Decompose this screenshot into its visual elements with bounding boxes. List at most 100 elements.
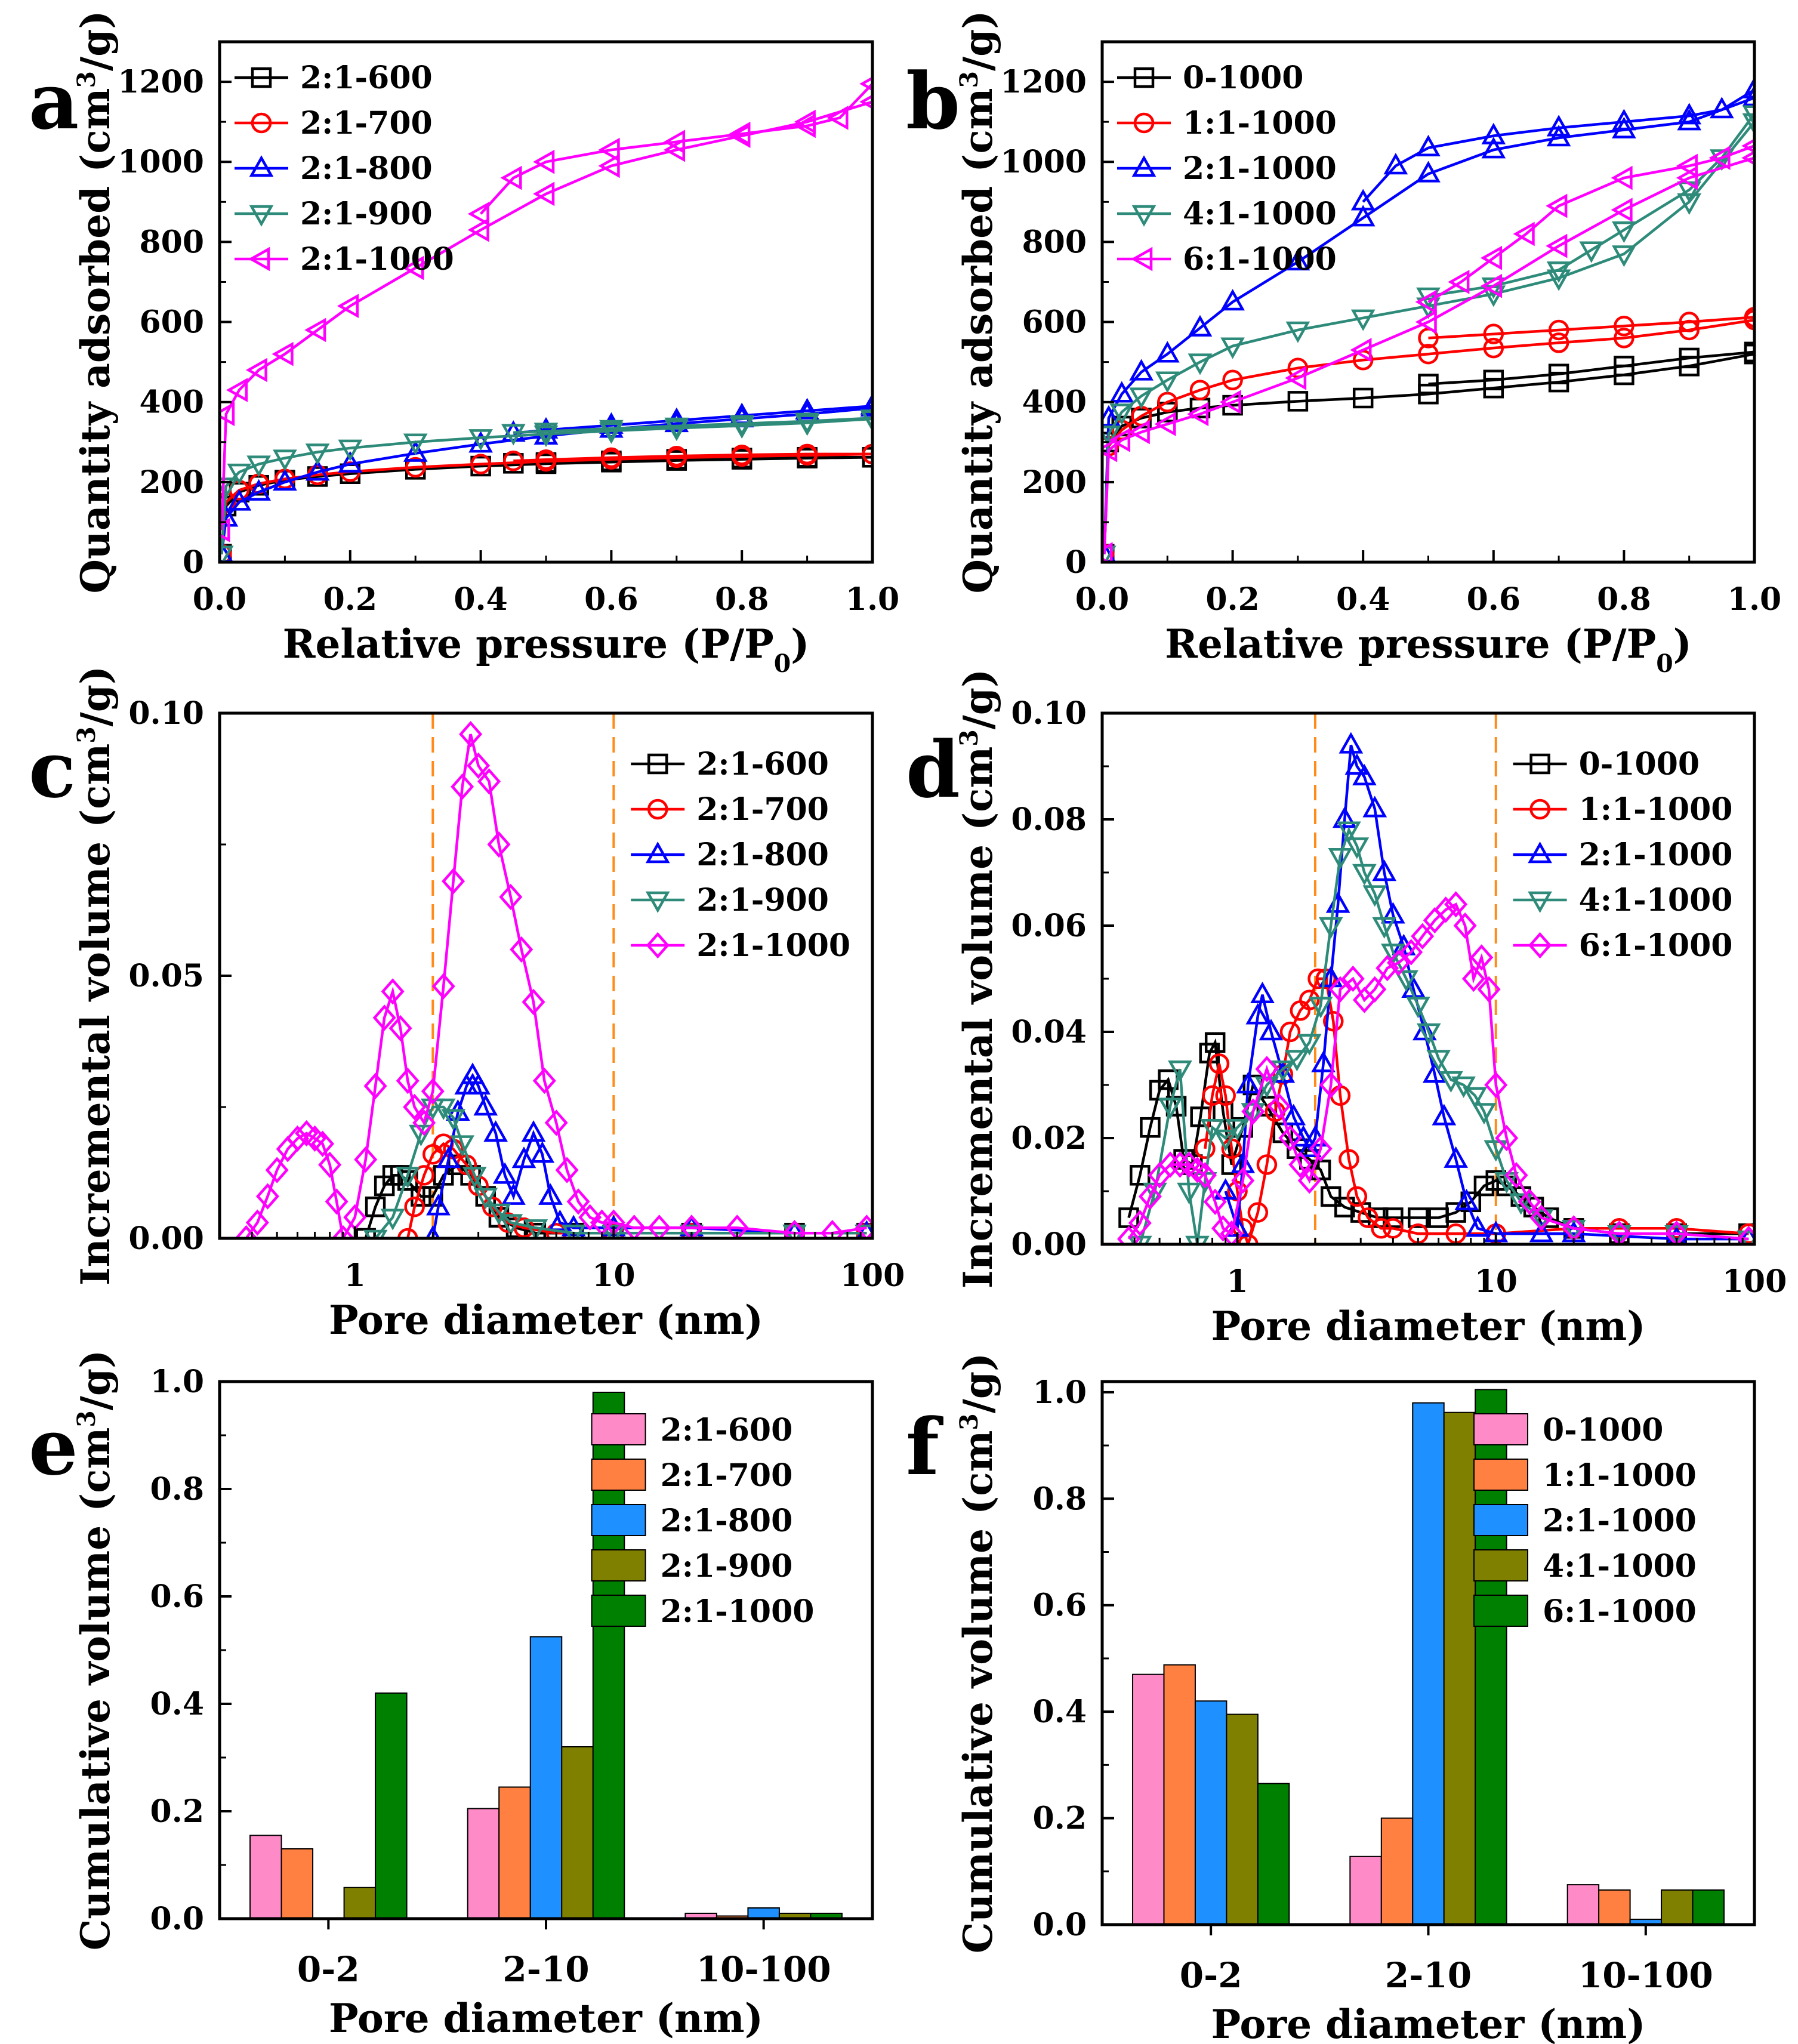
data-point-b-4:1-1000 — [1579, 241, 1604, 263]
data-point-d-6:1-1000 — [1220, 1220, 1244, 1244]
legend-marker-b-4:1-1000 — [1131, 205, 1156, 227]
data-point-b-6:1-1000 — [1513, 221, 1535, 246]
data-point-c-2:1-900 — [380, 1208, 405, 1231]
data-point-b-4:1-1000 — [1612, 245, 1636, 267]
data-point-d-4:1-1000 — [1394, 970, 1418, 992]
data-point-d-1:1-1000 — [1346, 1186, 1368, 1207]
y-tick-label-a: 1000 — [118, 144, 204, 180]
data-point-d-2:1-1000 — [1344, 753, 1370, 775]
data-point-d-4:1-1000 — [1225, 1118, 1250, 1141]
data-point-c-2:1-1000 — [510, 936, 533, 963]
data-point-a-2:1-700 — [797, 443, 818, 465]
data-point-b-1:1-1000 — [1679, 312, 1700, 332]
legend-swatch-f-0-1000 — [1473, 1413, 1529, 1445]
legend-swatch-e-2:1-900 — [591, 1549, 646, 1581]
data-point-a-2:1-900 — [795, 412, 819, 434]
data-point-c-2:1-800 — [466, 1072, 491, 1095]
data-point-a-2:1-900 — [860, 409, 872, 431]
series-line-b-2:1-1000 — [1103, 96, 1754, 554]
series-line-a-2:1-1000 — [479, 82, 872, 215]
data-point-c-2:1-800 — [473, 1094, 498, 1116]
data-point-a-2:1-1000 — [402, 255, 424, 280]
legend-marker-c-2:1-1000 — [646, 932, 670, 959]
y-tick-label-d: 0.00 — [1011, 1226, 1087, 1263]
data-point-d-0-1000 — [1473, 1175, 1495, 1197]
data-point-a-2:1-1000 — [467, 202, 489, 226]
data-point-b-2:1-1000 — [1129, 359, 1154, 381]
y-axis-label-b-part: Quantity adsorbed (cm — [955, 88, 1001, 593]
data-point-b-2:1-1000 — [1188, 315, 1213, 337]
legend-marker-d-4:1-1000 — [1528, 891, 1552, 913]
y-tick-label-e: 0.0 — [150, 1901, 204, 1937]
y-tick-label-f: 1.0 — [1033, 1374, 1087, 1411]
data-point-d-0-1000 — [1320, 1186, 1341, 1207]
y-axis-label-b: Quantity adsorbed (cm3/g) — [955, 11, 1001, 594]
data-point-d-1:1-1000 — [1323, 1010, 1344, 1032]
data-point-d-4:1-1000 — [1451, 1076, 1476, 1098]
panel-b: b 0.0 0.2 0.4 0.6 0.8 1.0 0 200 400 600 800 1000 1200… — [906, 11, 1781, 678]
data-point-d-0-1000 — [1140, 1117, 1161, 1138]
series-line-b-1:1-1000 — [1428, 316, 1754, 340]
series-line-b-0-1000 — [1428, 350, 1754, 386]
y-tick-label-e: 1.0 — [150, 1364, 204, 1400]
data-point-a-2:1-800 — [305, 459, 330, 481]
x-axis-label-b: Relative pressure (P/P0) — [1165, 621, 1692, 678]
y-axis-label-d: Incremental volume (cm3/g) — [955, 669, 1001, 1288]
bar-f-6:1-1000-10-100 — [1692, 1889, 1725, 1925]
bar-e-2:1-900-0-2 — [343, 1886, 377, 1920]
data-point-d-4:1-1000 — [1405, 997, 1430, 1019]
data-point-d-6:1-1000 — [1297, 1167, 1321, 1194]
y-axis-label-d-part: 3 — [955, 729, 983, 746]
plot-frame-e — [218, 1380, 874, 1920]
data-point-c-2:1-700 — [422, 1143, 443, 1165]
data-point-c-2:1-1000 — [421, 1078, 445, 1105]
x-tick-label-b: 0.4 — [1336, 581, 1390, 618]
data-point-a-2:1-900 — [305, 443, 330, 465]
x-axis-label-f-part: Pore diameter (nm) — [1211, 2001, 1646, 2044]
y-axis-label-c-part: 3 — [72, 726, 101, 743]
legend-label-a-2:1-600: 2:1-600 — [300, 60, 433, 96]
data-point-b-4:1-1000 — [1129, 387, 1154, 409]
data-point-d-6:1-1000 — [1470, 944, 1494, 971]
legend-label-c-2:1-1000: 2:1-1000 — [696, 927, 850, 964]
data-point-a-2:1-1000 — [729, 121, 751, 146]
data-point-d-1:1-1000 — [1279, 1021, 1301, 1043]
y-axis-label-a-part: /g) — [72, 11, 119, 71]
data-point-c-2:1-1000 — [487, 831, 511, 858]
bar-f-6:1-1000-0-2 — [1257, 1783, 1290, 1925]
data-point-b-2:1-1000 — [1742, 76, 1754, 98]
y-tick-label-a: 0 — [183, 544, 204, 581]
data-point-d-6:1-1000 — [1203, 1188, 1227, 1215]
data-point-c-2:1-1000 — [245, 1209, 269, 1236]
data-point-d-4:1-1000 — [1270, 1060, 1296, 1083]
data-point-d-2:1-1000 — [1444, 1146, 1469, 1168]
data-point-d-2:1-1000 — [1362, 796, 1387, 818]
data-point-b-1:1-1000 — [1418, 343, 1439, 365]
x-tick-label-d: 10 — [1475, 1263, 1518, 1300]
x-axis-label-d: Pore diameter (nm) — [1211, 1303, 1646, 1349]
y-axis-label-f-part: Cumulative volume (cm — [955, 1431, 1001, 1954]
data-point-d-2:1-1000 — [1281, 1103, 1306, 1126]
legend-label-e-2:1-800: 2:1-800 — [661, 1503, 793, 1539]
series-line-b-4:1-1000 — [1428, 113, 1754, 298]
y-tick-label-a: 200 — [139, 464, 204, 501]
legend-label-f-2:1-1000: 2:1-1000 — [1543, 1503, 1697, 1539]
y-axis-label-f-part: 3 — [955, 1413, 983, 1430]
data-point-a-2:1-900 — [664, 417, 689, 439]
plot-area-d — [1117, 732, 1754, 1244]
data-point-d-1:1-1000 — [1247, 1202, 1269, 1223]
x-tick-label-a: 0.8 — [715, 581, 769, 618]
data-point-a-2:1-1000 — [500, 165, 522, 190]
data-point-b-4:1-1000 — [1109, 403, 1134, 426]
data-point-c-2:1-700 — [397, 1228, 418, 1238]
data-point-b-4:1-1000 — [1416, 297, 1441, 319]
legend-swatch-e-2:1-700 — [591, 1459, 646, 1491]
data-point-b-6:1-1000 — [1415, 289, 1437, 315]
data-point-c-2:1-900 — [498, 1214, 523, 1236]
x-axis-label-b-part: Relative pressure (P/P — [1165, 621, 1656, 667]
data-point-b-6:1-1000 — [1676, 153, 1698, 178]
legend-marker-c-2:1-700 — [647, 799, 668, 820]
data-point-a-2:1-1000 — [304, 317, 326, 343]
data-point-d-4:1-1000 — [1308, 997, 1333, 1019]
data-point-a-2:1-900 — [468, 429, 493, 451]
